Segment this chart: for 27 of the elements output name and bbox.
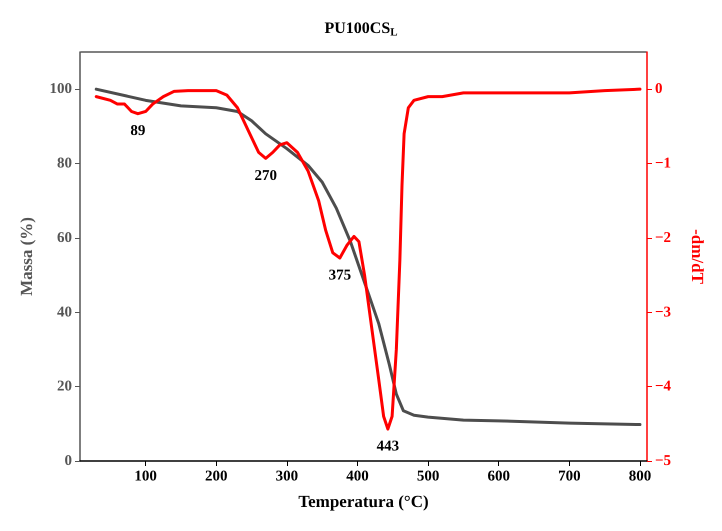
y2-tick-label: −5 (655, 453, 672, 469)
y-tick-label: 80 (57, 156, 72, 172)
x-tick-label: 600 (487, 468, 510, 484)
x-tick-label: 700 (558, 468, 581, 484)
x-tick-label: 800 (628, 468, 652, 484)
y-tick-label: 100 (50, 81, 72, 98)
y2-tick-label: 0 (655, 81, 662, 98)
y-tick-label: 40 (57, 304, 72, 320)
annotation: 89 (130, 123, 146, 140)
x-tick-label: 500 (416, 468, 440, 484)
y2-tick-label: −3 (655, 304, 672, 320)
x-axis-title: Temperatura (°C) (298, 492, 429, 511)
y2-tick-label: −4 (655, 378, 672, 395)
x-tick-label: 100 (134, 468, 157, 484)
x-tick-label: 200 (205, 468, 228, 484)
y-tick-label: 60 (57, 230, 72, 246)
y-tick-label: 0 (64, 453, 72, 469)
annotation: 443 (376, 438, 400, 455)
annotation: 270 (254, 168, 277, 184)
y2-tick-label: −1 (655, 156, 672, 172)
x-tick-label: 400 (346, 468, 369, 484)
y-axis-title: Massa (%) (17, 217, 36, 296)
annotation: 375 (328, 267, 352, 284)
y2-axis-title: -dm/dT (688, 229, 707, 285)
x-tick-label: 300 (276, 468, 298, 484)
y2-tick-label: −2 (655, 230, 672, 246)
y-tick-label: 20 (57, 378, 72, 395)
